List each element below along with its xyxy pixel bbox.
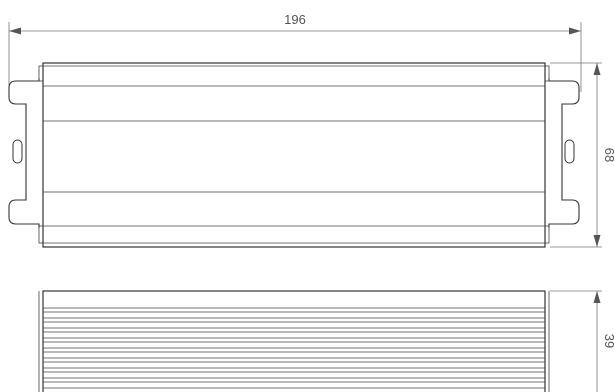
width-arrow-right: [569, 27, 581, 35]
left-mounting-slot: [12, 139, 23, 164]
side-height-arrow-top: [593, 291, 601, 303]
right-mounting-bracket: [544, 65, 580, 244]
height-arrow-bottom: [593, 235, 601, 247]
height-dimension-top-view: 68: [550, 62, 614, 248]
left-mounting-bracket: [8, 65, 44, 244]
height-dimension-side-view: 39: [550, 290, 614, 392]
side-housing-outline: [42, 290, 546, 392]
width-label: 196: [284, 12, 306, 27]
side-height-label: 39: [602, 334, 614, 348]
width-dimension: 196: [8, 12, 582, 92]
right-mounting-slot: [564, 139, 575, 164]
height-arrow-top: [593, 63, 601, 75]
side-view-housing: [38, 290, 550, 392]
top-view-housing: [42, 62, 546, 248]
width-arrow-left: [9, 27, 21, 35]
height-label: 68: [602, 148, 614, 162]
housing-outline: [42, 62, 546, 248]
cooling-fins: [43, 317, 545, 389]
